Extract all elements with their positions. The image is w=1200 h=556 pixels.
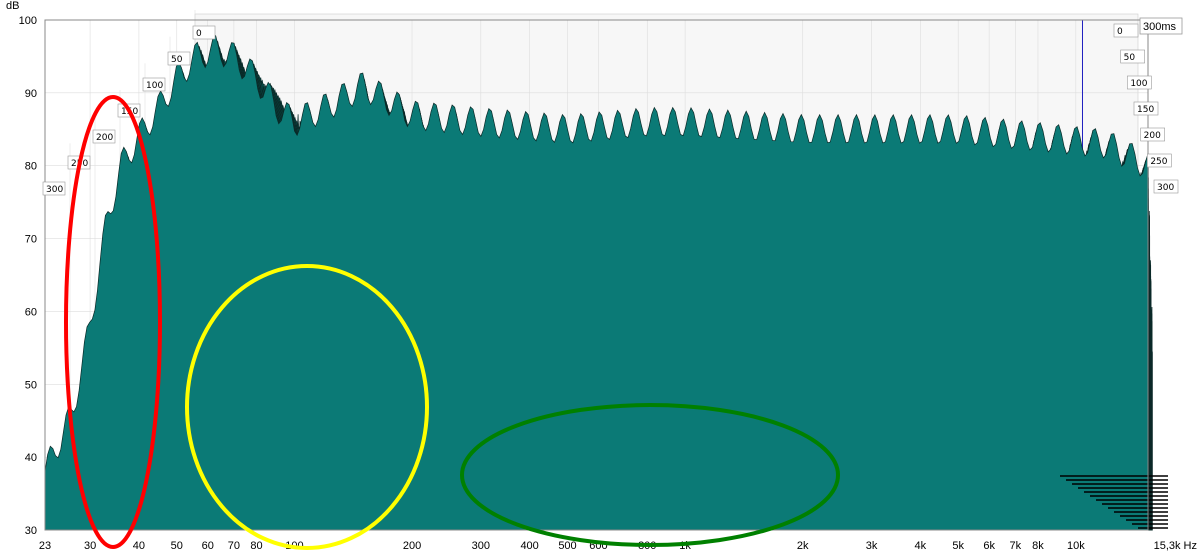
svg-text:200: 200 xyxy=(1144,131,1161,141)
x-tick-label: 40 xyxy=(133,540,145,552)
x-tick-label: 30 xyxy=(84,540,96,552)
decay-slices xyxy=(44,35,1153,531)
x-tick-label: 300 xyxy=(472,540,490,552)
x-tick-label: 70 xyxy=(228,540,240,552)
svg-text:300: 300 xyxy=(46,185,63,195)
x-tick-label: 80 xyxy=(250,540,262,552)
x-tick-label: 4k xyxy=(915,540,927,552)
time-tag-right: 50 xyxy=(1120,49,1145,64)
x-tick-label: 23 xyxy=(39,540,51,552)
svg-text:0: 0 xyxy=(1117,27,1123,37)
floor-hatching xyxy=(1060,475,1168,529)
time-tag-right: 100 xyxy=(1127,75,1152,90)
time-tag-left: 100 xyxy=(142,77,166,92)
x-tick-label: 2k xyxy=(797,540,809,552)
svg-text:50: 50 xyxy=(171,55,183,65)
svg-text:100: 100 xyxy=(1130,79,1147,89)
x-tick-label: 400 xyxy=(520,540,538,552)
time-tag-right: 200 xyxy=(1140,127,1165,142)
time-tag-left: 50 xyxy=(167,51,191,66)
red-ellipse xyxy=(64,95,162,549)
x-tick-label: 8k xyxy=(1032,540,1044,552)
x-tick-label: 200 xyxy=(403,540,421,552)
decay-slice-0 xyxy=(44,35,1149,531)
time-tag-right: 0 xyxy=(1113,23,1139,38)
y-axis-ticks: 30 40 50 60 70 80 90 100 xyxy=(19,15,37,537)
x-tick-label: 60 xyxy=(202,540,214,552)
yellow-ellipse xyxy=(185,264,429,550)
time-tag-right: 150 xyxy=(1133,101,1159,116)
x-tick-label: 6k xyxy=(983,540,995,552)
x-tick-label: 3k xyxy=(866,540,878,552)
y-tick-label: 70 xyxy=(25,234,37,246)
time-tag-right: 250 xyxy=(1147,153,1172,168)
x-tick-label: 50 xyxy=(171,540,183,552)
x-tick-label: 500 xyxy=(558,540,576,552)
y-tick-label: 30 xyxy=(25,525,37,537)
time-unit-label: 300ms xyxy=(1143,21,1177,33)
y-tick-label: 80 xyxy=(25,161,37,173)
svg-text:150: 150 xyxy=(1137,105,1154,115)
green-ellipse xyxy=(460,403,840,547)
time-labels-right: 0 50 100 150 200 250 300 xyxy=(1113,23,1179,194)
time-tag-left: 200 xyxy=(92,129,116,144)
time-tag-right: 300 xyxy=(1153,179,1179,194)
svg-text:50: 50 xyxy=(1124,53,1136,63)
plot-frame xyxy=(44,19,1149,531)
time-unit-box: 300ms xyxy=(1139,17,1183,35)
highlight-annotations xyxy=(64,95,840,550)
y-axis-label: dB xyxy=(6,0,19,12)
y-tick-label: 40 xyxy=(25,452,37,464)
x-tick-label: 15,3k Hz xyxy=(1154,540,1197,552)
x-tick-label: 7k xyxy=(1010,540,1022,552)
svg-text:100: 100 xyxy=(146,81,163,91)
svg-text:0: 0 xyxy=(196,29,202,39)
svg-text:200: 200 xyxy=(96,133,113,143)
y-tick-label: 100 xyxy=(19,15,37,27)
y-tick-label: 90 xyxy=(25,88,37,100)
svg-text:250: 250 xyxy=(1150,157,1167,167)
x-tick-label: 10k xyxy=(1067,540,1085,552)
time-tag-left: 0 xyxy=(192,25,216,40)
svg-text:300: 300 xyxy=(1157,183,1174,193)
y-tick-label: 50 xyxy=(25,379,37,391)
y-tick-label: 60 xyxy=(25,306,37,318)
time-tag-left: 300 xyxy=(42,181,66,196)
x-tick-label: 5k xyxy=(952,540,964,552)
